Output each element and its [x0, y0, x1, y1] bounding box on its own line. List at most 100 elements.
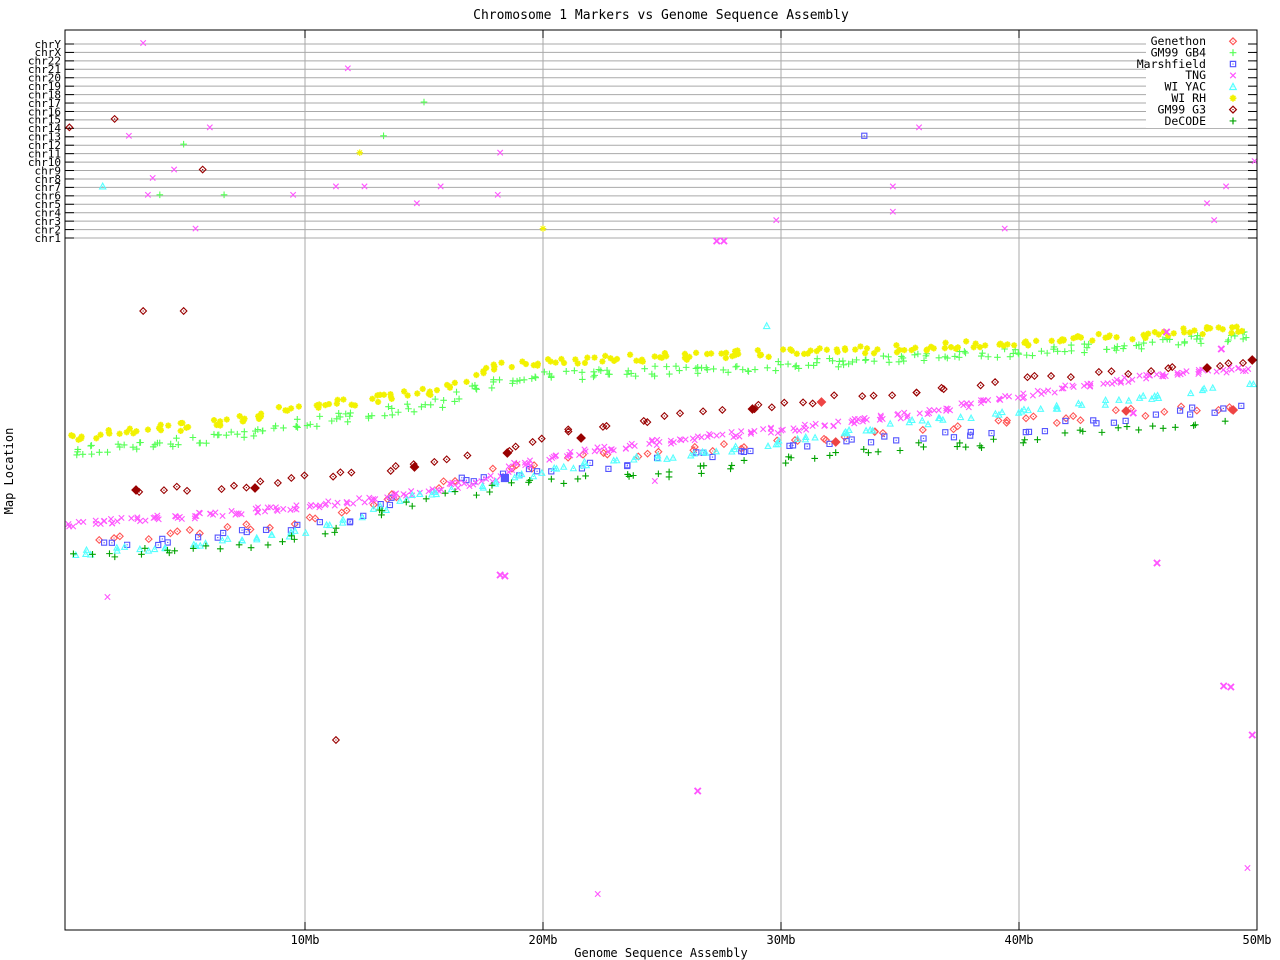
data-point [1083, 344, 1091, 351]
data-point [1248, 731, 1257, 739]
data-point [206, 124, 213, 131]
data-point [731, 442, 740, 450]
data-point [331, 735, 341, 745]
data-point [431, 395, 439, 403]
data-point [521, 459, 529, 466]
data-point [747, 429, 754, 436]
x-tick-label: 40Mb [1005, 933, 1034, 947]
data-point [854, 415, 862, 423]
data-point [1113, 343, 1121, 350]
data-point [437, 183, 444, 190]
data-point [433, 387, 441, 394]
data-point [843, 438, 850, 445]
data-point [955, 354, 963, 361]
data-point [1175, 341, 1182, 349]
data-point [79, 451, 87, 458]
data-point [897, 415, 904, 422]
data-point [639, 416, 648, 426]
data-point [1095, 330, 1102, 338]
data-point [502, 448, 513, 458]
data-point [514, 471, 523, 479]
chromosome-row-label: chr15 [28, 114, 61, 127]
chromosome-row-label: chr2 [35, 223, 62, 236]
chromosome-row-label: chr22 [28, 55, 61, 68]
data-point [1191, 421, 1199, 429]
legend-label: WI YAC [1164, 80, 1206, 94]
data-point [1213, 368, 1220, 375]
data-point [291, 505, 298, 512]
data-point [106, 550, 113, 557]
data-point [306, 421, 314, 428]
data-point [107, 515, 115, 523]
data-point [136, 545, 144, 553]
data-point [137, 439, 144, 446]
data-point [388, 405, 396, 412]
data-point [177, 420, 184, 427]
data-point [68, 432, 75, 439]
data-point [217, 484, 226, 494]
data-point [908, 347, 915, 354]
data-point [885, 353, 892, 361]
data-point [455, 395, 463, 403]
data-point [446, 383, 453, 390]
data-point [812, 420, 819, 427]
data-point [547, 374, 555, 381]
data-point [789, 442, 797, 449]
data-point [596, 447, 603, 454]
data-point [154, 439, 161, 447]
data-point [862, 426, 870, 434]
data-point [898, 353, 905, 360]
data-point [972, 340, 979, 347]
data-point [609, 456, 618, 464]
data-point [1235, 328, 1242, 335]
data-point [923, 346, 931, 353]
data-point [681, 354, 689, 361]
data-point [807, 347, 814, 354]
data-point [1245, 365, 1252, 373]
data-point [1160, 373, 1167, 380]
data-point [1034, 436, 1041, 443]
data-point [253, 535, 261, 543]
data-point [582, 448, 589, 455]
data-point [175, 441, 182, 449]
data-point [1060, 385, 1067, 392]
data-point [361, 183, 368, 190]
data-point [322, 501, 329, 509]
data-point [511, 442, 520, 451]
data-point [262, 526, 270, 533]
data-point [712, 237, 721, 245]
data-point [704, 433, 711, 440]
data-point [643, 418, 652, 427]
data-point [508, 363, 515, 371]
data-point [1170, 330, 1177, 337]
data-point [165, 422, 172, 429]
data-point [118, 514, 125, 522]
data-point [1029, 412, 1038, 421]
data-point [690, 449, 699, 457]
data-point [472, 385, 480, 392]
chromosome-row-label: chr7 [35, 181, 62, 194]
data-point [548, 475, 555, 483]
data-point [1153, 371, 1160, 378]
data-point [655, 470, 662, 478]
data-point [111, 553, 119, 561]
data-point [426, 388, 433, 395]
data-point [786, 442, 793, 449]
data-point [134, 514, 141, 521]
data-point [1052, 418, 1061, 427]
data-point [896, 346, 903, 354]
data-point [1129, 376, 1136, 383]
data-point [578, 369, 586, 376]
data-point [116, 430, 123, 437]
data-point [920, 435, 927, 442]
data-point [369, 504, 378, 512]
data-point [762, 321, 771, 330]
data-point [947, 344, 955, 351]
data-point [1249, 380, 1257, 388]
data-point [610, 357, 618, 364]
data-point [704, 350, 711, 358]
data-point [1189, 404, 1196, 411]
data-point [287, 405, 295, 412]
data-point [463, 477, 470, 484]
data-point [172, 482, 181, 491]
